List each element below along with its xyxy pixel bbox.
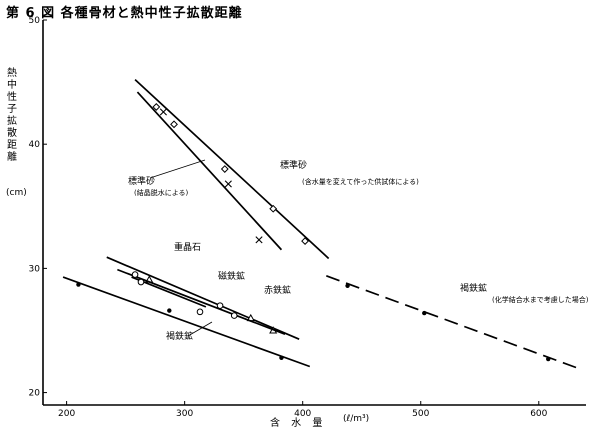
series-line-1 [136, 91, 283, 251]
data-point-cross [224, 180, 232, 188]
annotation-label: 褐鉄鉱 [166, 330, 193, 342]
x-tick-label: 500 [412, 409, 429, 419]
data-point-dot [167, 308, 172, 313]
series-line-5 [62, 276, 311, 368]
annotation-label: 重晶石 [174, 241, 201, 253]
data-point-dot [76, 282, 81, 287]
data-point-diamond [269, 204, 278, 213]
annotation-label: 標準砂 [128, 175, 155, 187]
series-line-2 [106, 256, 300, 340]
x-tick-label: 400 [294, 409, 311, 419]
annotation-note: (結晶脱水による) [134, 188, 189, 197]
data-point-diamond [170, 120, 178, 129]
data-point-circle [196, 308, 204, 316]
x-tick-label: 200 [58, 409, 75, 419]
x-tick-label: 300 [176, 409, 193, 419]
data-point-dot [546, 356, 551, 362]
series-line-6 [326, 275, 581, 370]
annotation-note: (含水量を変えて作った供試体による) [302, 177, 419, 186]
x-tick-label: 600 [530, 409, 547, 419]
annotation-note: (化学結合水まで考慮した場合) [492, 295, 589, 304]
data-point-circle [131, 271, 139, 278]
x-axis-label: 含 水 量 [270, 418, 327, 429]
annotation-label: 磁鉄鉱 [218, 270, 245, 282]
y-tick-label: 30 [29, 264, 41, 274]
data-point-circle [137, 278, 145, 286]
annotation-label: 赤鉄鉱 [264, 284, 291, 296]
data-point-dot [279, 355, 284, 361]
y-tick-label: 50 [29, 16, 41, 26]
y-tick-label: 40 [29, 140, 41, 150]
annotation-label: 標準砂 [280, 159, 307, 171]
series-line-3 [117, 268, 286, 336]
data-point-circle [230, 312, 238, 319]
annotation-leader [187, 321, 213, 337]
annotation-label: 褐鉄鉱 [460, 282, 487, 294]
series-line-0 [134, 78, 330, 260]
data-point-diamond [301, 237, 309, 245]
data-point-diamond [152, 103, 161, 111]
data-point-dot [422, 310, 427, 316]
data-point-cross [159, 108, 167, 116]
y-axis-label: 熱中性子拡散距離 [7, 68, 17, 163]
figure-title: 第 6 図 各種骨材と熱中性子拡散距離 [6, 6, 243, 21]
data-point-diamond [220, 165, 229, 173]
x-axis-unit: (ℓ/m³) [343, 414, 370, 424]
y-axis-unit: (cm) [6, 188, 27, 198]
y-tick-label: 20 [29, 389, 41, 399]
data-point-circle [216, 302, 224, 309]
data-point-cross [255, 236, 263, 244]
data-point-dot [345, 283, 350, 288]
annotation-leader [149, 159, 206, 179]
